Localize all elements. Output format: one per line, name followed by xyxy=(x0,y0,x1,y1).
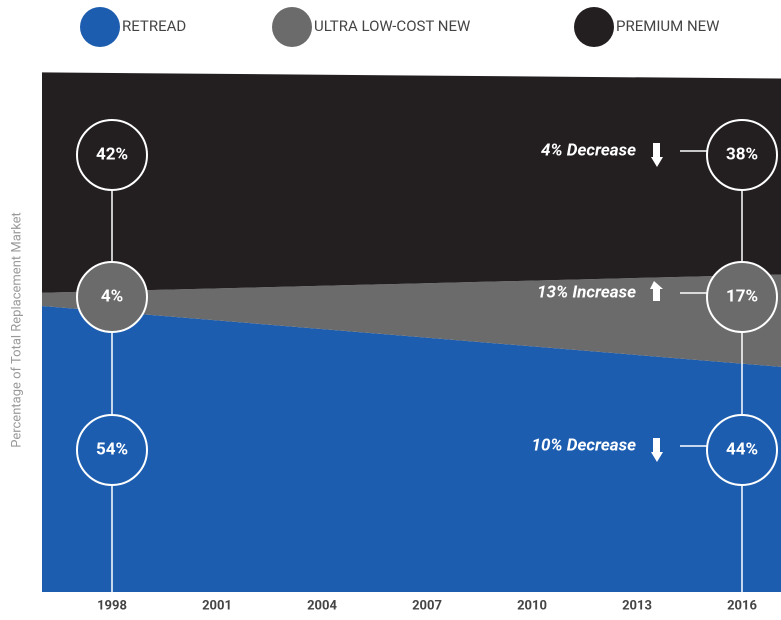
value-label: 17% xyxy=(726,286,758,306)
legend-label: PREMIUM NEW xyxy=(616,17,719,35)
y-axis-label: Percentage of Total Replacement Market xyxy=(9,212,24,448)
trend-arrow xyxy=(650,281,663,301)
value-circle xyxy=(76,119,148,191)
value-label: 54% xyxy=(96,439,128,459)
x-tick-label: 2007 xyxy=(412,598,442,613)
legend-swatch xyxy=(80,7,120,47)
x-tick-label: 2013 xyxy=(622,598,652,613)
value-label: 4% xyxy=(101,286,123,306)
area xyxy=(42,305,781,592)
x-tick-label: 2004 xyxy=(307,598,337,613)
area xyxy=(42,72,781,293)
legend-label: RETREAD xyxy=(122,17,186,35)
annotation: 4% Decrease xyxy=(541,140,636,160)
legend-label: ULTRA LOW-COST NEW xyxy=(314,17,470,35)
area xyxy=(42,274,781,367)
value-circle xyxy=(76,414,148,486)
trend-arrow xyxy=(651,438,663,462)
x-tick-label: 2016 xyxy=(727,598,757,613)
value-circle xyxy=(706,414,778,486)
x-tick-label: 2001 xyxy=(202,598,232,613)
x-tick-label: 1998 xyxy=(97,598,127,613)
value-circle xyxy=(706,261,778,333)
value-circle xyxy=(76,261,148,333)
x-tick-label: 2010 xyxy=(517,598,547,613)
legend-swatch xyxy=(272,7,312,47)
annotation: 13% Increase xyxy=(537,282,636,302)
value-label: 42% xyxy=(96,144,128,164)
value-label: 38% xyxy=(726,144,758,164)
legend-swatch xyxy=(574,7,614,47)
annotation: 10% Decrease xyxy=(531,435,636,455)
value-label: 44% xyxy=(726,439,758,459)
trend-arrow xyxy=(651,143,663,167)
value-circle xyxy=(706,119,778,191)
